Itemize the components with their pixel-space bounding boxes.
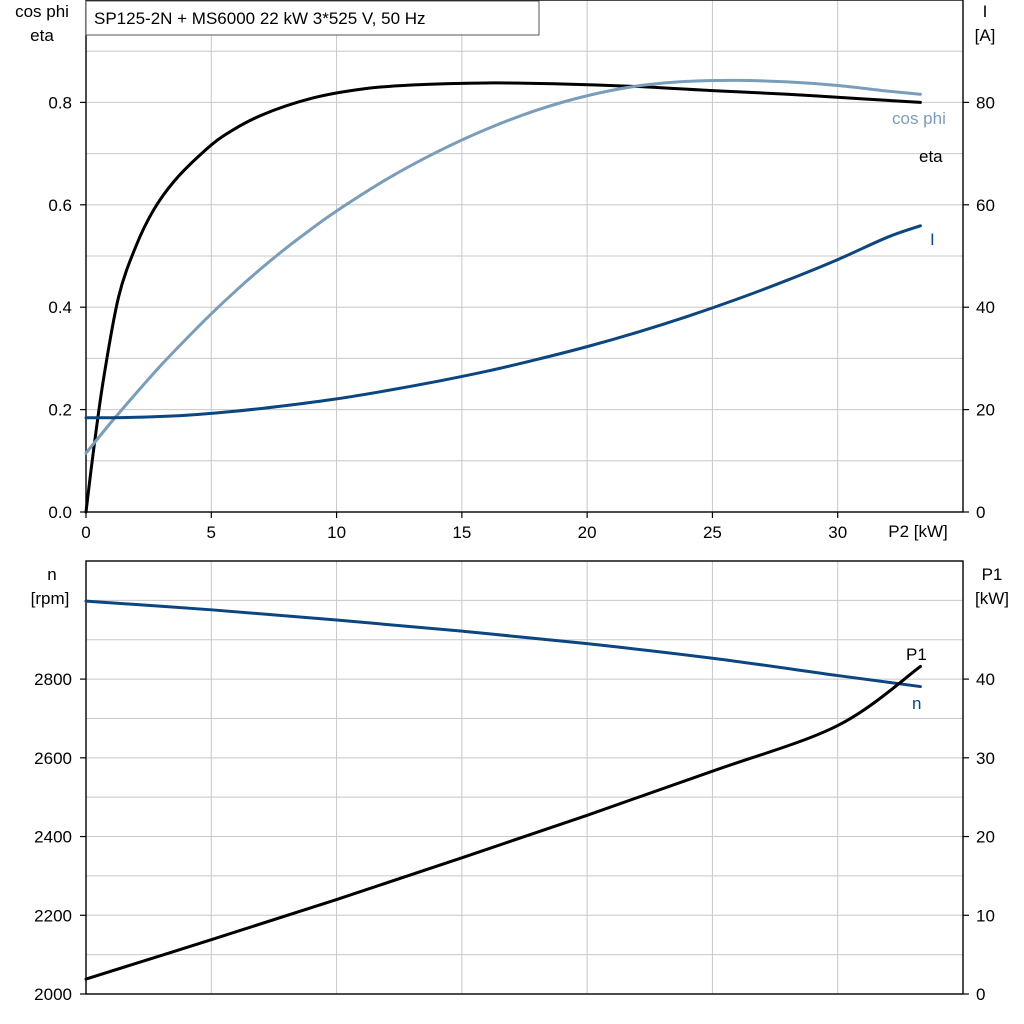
lower-right-tick-label: 10 bbox=[976, 906, 995, 925]
left-axis-label-line2: [rpm] bbox=[31, 589, 70, 608]
eta-curve bbox=[84, 81, 922, 514]
chart-title: SP125-2N + MS6000 22 kW 3*525 V, 50 Hz bbox=[94, 9, 426, 28]
upper-right-tick-label: 80 bbox=[976, 93, 995, 112]
right-axis-label-line2: [kW] bbox=[975, 589, 1009, 608]
lower-left-tick-label: 2000 bbox=[34, 985, 72, 1004]
left-axis-label-line2: eta bbox=[30, 26, 54, 45]
upper-left-tick-label: 0.2 bbox=[48, 401, 72, 420]
speed-curve bbox=[84, 599, 922, 689]
series-label-eta: eta bbox=[919, 147, 943, 166]
lower-left-tick-label: 2800 bbox=[34, 670, 72, 689]
upper-left-tick-label: 0.4 bbox=[48, 298, 72, 317]
chart-title-box bbox=[85, 0, 540, 36]
upper-left-tick-label: 0.8 bbox=[48, 93, 72, 112]
series-label-cosphi: cos phi bbox=[892, 109, 946, 128]
upper-grid bbox=[86, 0, 963, 512]
upper-left-tick-label: 0.6 bbox=[48, 196, 72, 215]
lower-right-tick-label: 20 bbox=[976, 828, 995, 847]
lower-left-tick-label: 2400 bbox=[34, 828, 72, 847]
cosphi-curve bbox=[84, 78, 922, 455]
right-axis-label-line1: I bbox=[983, 2, 988, 21]
lower-right-tick-label: 30 bbox=[976, 749, 995, 768]
upper-right-tick-label: 20 bbox=[976, 401, 995, 420]
lower-left-tick-label: 2600 bbox=[34, 749, 72, 768]
lower-chart-panel: 2000 2200 2400 2600 2800 0 10 20 30 40 n [rpm] P1… bbox=[31, 560, 1009, 1004]
lower-right-tick-label: 40 bbox=[976, 670, 995, 689]
x-axis-label-bg bbox=[876, 516, 960, 544]
upper-x-tick-label: 0 bbox=[81, 523, 90, 542]
upper-tick-labels: 0.0 0.2 0.4 0.6 0.8 0 20 40 60 80 0 5 10 15 20 25 30 bbox=[48, 93, 995, 542]
p1-curve bbox=[84, 664, 922, 981]
lower-tick-labels: 2000 2200 2400 2600 2800 0 10 20 30 40 bbox=[34, 670, 995, 1004]
right-axis-label-line1: P1 bbox=[982, 565, 1003, 584]
right-axis-label-line2: [A] bbox=[975, 26, 996, 45]
upper-x-tick-label: 20 bbox=[578, 523, 597, 542]
series-label-current: I bbox=[930, 230, 935, 249]
lower-plot-frame bbox=[85, 560, 964, 995]
upper-x-tick-label: 30 bbox=[828, 523, 847, 542]
upper-x-tick-label: 15 bbox=[452, 523, 471, 542]
upper-right-tick-label: 60 bbox=[976, 196, 995, 215]
left-axis-label-line1: cos phi bbox=[15, 2, 69, 21]
series-label-speed: n bbox=[912, 694, 921, 713]
series-label-p1: P1 bbox=[906, 645, 927, 664]
upper-right-tick-label: 0 bbox=[976, 503, 985, 522]
upper-left-tick-label: 0.0 bbox=[48, 503, 72, 522]
upper-x-tick-label: 5 bbox=[207, 523, 216, 542]
lower-curves bbox=[84, 599, 922, 981]
upper-plot-frame bbox=[85, 0, 964, 513]
upper-chart-panel: 0.0 0.2 0.4 0.6 0.8 0 20 40 60 80 0 5 10 15 20 25 30 cos… bbox=[15, 0, 995, 544]
upper-right-tick-label: 40 bbox=[976, 298, 995, 317]
current-curve bbox=[84, 224, 922, 420]
left-axis-label-line1: n bbox=[47, 565, 56, 584]
upper-curves bbox=[84, 78, 922, 514]
x-axis-label: P2 [kW] bbox=[888, 522, 948, 541]
lower-right-tick-label: 0 bbox=[976, 985, 985, 1004]
upper-x-tick-label: 10 bbox=[327, 523, 346, 542]
lower-left-tick-label: 2200 bbox=[34, 906, 72, 925]
upper-x-tick-label: 25 bbox=[703, 523, 722, 542]
lower-grid bbox=[86, 561, 963, 994]
